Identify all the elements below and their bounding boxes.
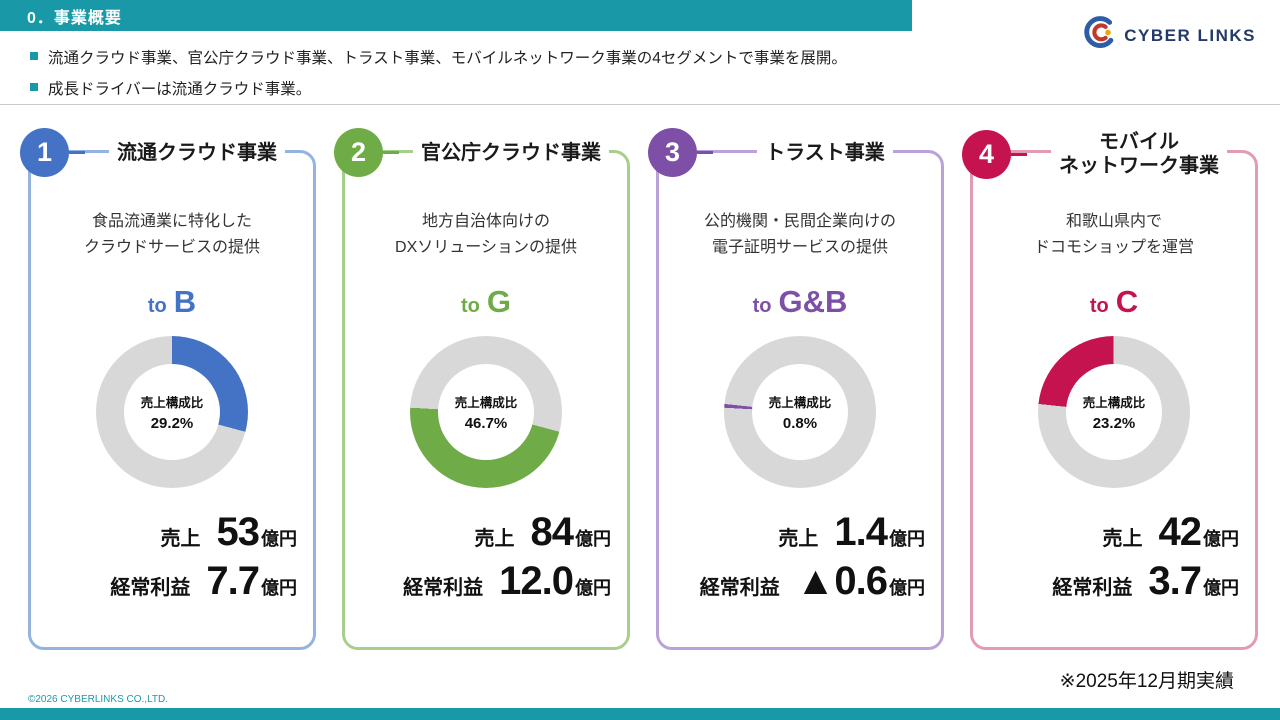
revenue-row: 売上 42 億円 [1102,510,1240,555]
revenue-share-donut-chart: 売上構成比 0.8% [724,336,876,489]
donut-center: 売上構成比 0.8% [752,364,848,461]
profit-row: 経常利益 7.7 億円 [110,559,297,604]
donut-label: 売上構成比 [768,396,832,411]
slide-header-bar: 0．事業概要 [0,0,912,31]
revenue-share-donut-chart: 売上構成比 29.2% [96,336,248,489]
revenue-row: 売上 1.4 億円 [778,510,925,555]
segment-stats: 売上 1.4 億円 経常利益 ▲0.6 億円 [659,510,941,604]
segment-description: 地方自治体向けの DXソリューションの提供 [395,213,577,256]
connector-line [697,151,713,154]
card-header: 3 トラスト事業 [648,128,937,177]
customer-target: to B [147,284,197,320]
profit-row: 経常利益 ▲0.6 億円 [699,559,925,604]
bullet-item: 成長ドライバーは流通クラウド事業。 [30,77,1020,99]
customer-target: to G [460,284,511,320]
donut-label: 売上構成比 [140,396,204,411]
segment-card-distribution-cloud: 1 流通クラウド事業 食品流通業に特化した クラウドサービスの提供 to B 売上… [20,128,316,650]
segment-description: 食品流通業に特化した クラウドサービスの提供 [83,213,260,256]
company-logo: CYBER LINKS [1081,15,1256,56]
summary-bullets: 流通クラウド事業、官公庁クラウド事業、トラスト事業、モバイルネットワーク事業の4… [30,46,1020,108]
segment-number-badge: 1 [20,128,69,177]
cyberlinks-mark-icon [1081,15,1117,56]
card-header: 4 モバイル ネットワーク事業 [962,128,1251,180]
segment-title: トラスト事業 [757,138,893,167]
donut-value: 46.7% [464,415,508,433]
segment-stats: 売上 53 億円 経常利益 7.7 億円 [31,510,313,604]
segment-description: 公的機関・民間企業向けの 電子証明サービスの提供 [703,213,896,256]
donut-label: 売上構成比 [454,396,518,411]
company-logo-text: CYBER LINKS [1124,25,1256,45]
segment-title: 官公庁クラウド事業 [413,138,609,167]
customer-target: to C [1089,284,1139,320]
customer-target: to G&B [752,284,848,320]
revenue-row: 売上 53 億円 [160,510,298,555]
revenue-share-donut-chart: 売上構成比 46.7% [410,336,562,489]
card-header: 1 流通クラウド事業 [20,128,309,177]
segment-description: 和歌山県内で ドコモショップを運営 [1033,213,1194,256]
card-header: 2 官公庁クラウド事業 [334,128,623,177]
donut-center: 売上構成比 23.2% [1066,364,1162,461]
donut-center: 売上構成比 46.7% [438,364,534,461]
segment-card-mobile-network: 4 モバイル ネットワーク事業 和歌山県内で ドコモショップを運営 to C 売上… [962,128,1258,650]
segment-number-badge: 2 [334,128,383,177]
connector-line [1011,152,1027,156]
segment-card-government-cloud: 2 官公庁クラウド事業 地方自治体向けの DXソリューションの提供 to G 売上… [334,128,630,650]
square-bullet-icon [30,83,38,91]
donut-value: 0.8% [782,415,818,433]
donut-center: 売上構成比 29.2% [124,364,220,461]
copyright: ©2026 CYBERLINKS CO.,LTD. [28,694,169,705]
segment-title: モバイル ネットワーク事業 [1051,128,1227,180]
segment-stats: 売上 42 億円 経常利益 3.7 億円 [973,510,1255,604]
connector-line [383,151,399,154]
revenue-share-donut-chart: 売上構成比 23.2% [1038,336,1190,489]
bottom-accent-bar [0,708,1280,720]
donut-value: 23.2% [1092,415,1136,433]
page-title: 0．事業概要 [27,9,122,27]
horizontal-divider [0,104,1280,105]
connector-line [69,151,85,154]
segment-number-badge: 3 [648,128,697,177]
bullet-text: 成長ドライバーは流通クラウド事業。 [48,81,312,98]
segment-stats: 売上 84 億円 経常利益 12.0 億円 [345,510,627,604]
segment-title: 流通クラウド事業 [109,138,285,167]
profit-row: 経常利益 12.0 億円 [403,559,611,604]
donut-label: 売上構成比 [1082,396,1146,411]
profit-row: 経常利益 3.7 億円 [1052,559,1239,604]
segment-cards: 1 流通クラウド事業 食品流通業に特化した クラウドサービスの提供 to B 売上… [20,128,1258,650]
donut-value: 29.2% [150,415,194,433]
bullet-item: 流通クラウド事業、官公庁クラウド事業、トラスト事業、モバイルネットワーク事業の4… [30,46,1020,68]
segment-card-trust: 3 トラスト事業 公的機関・民間企業向けの 電子証明サービスの提供 to G&B … [648,128,944,650]
revenue-row: 売上 84 億円 [474,510,612,555]
footnote: ※2025年12月期実績 [1059,671,1234,692]
square-bullet-icon [30,52,38,60]
segment-number-badge: 4 [962,129,1011,179]
bullet-text: 流通クラウド事業、官公庁クラウド事業、トラスト事業、モバイルネットワーク事業の4… [48,50,847,67]
